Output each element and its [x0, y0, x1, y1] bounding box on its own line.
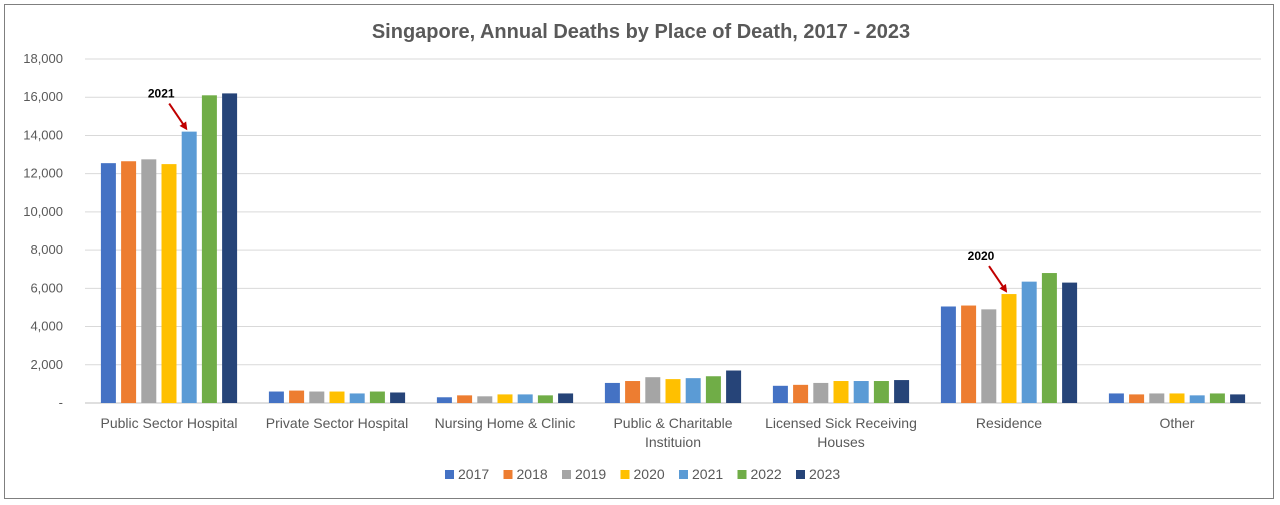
bar — [222, 93, 238, 404]
y-tick-label: 18,000 — [23, 51, 63, 66]
y-tick-label: 16,000 — [23, 89, 63, 104]
bar — [349, 393, 365, 403]
bar — [121, 161, 137, 403]
bar — [1169, 393, 1185, 403]
x-category-label: Public & Charitable — [613, 415, 732, 431]
annotation-arrow — [988, 265, 1008, 293]
bar — [645, 377, 661, 403]
annotation-label: 2021 — [148, 87, 175, 101]
bar — [558, 393, 574, 403]
bar — [161, 164, 177, 403]
bar — [457, 395, 473, 403]
bar — [329, 391, 345, 403]
x-category-label: Other — [1159, 415, 1194, 431]
bar — [1001, 294, 1017, 403]
bar — [289, 390, 305, 403]
legend-swatch — [445, 470, 454, 479]
legend-label: 2019 — [575, 466, 606, 482]
bars — [100, 93, 1246, 404]
bar — [436, 397, 452, 403]
bar — [1041, 273, 1057, 403]
bar — [685, 378, 701, 403]
y-tick-label: 8,000 — [30, 242, 63, 257]
bar — [665, 379, 681, 403]
x-category-label: Residence — [976, 415, 1042, 431]
y-tick-label: - — [59, 395, 63, 410]
x-category-label: Instituion — [645, 434, 701, 450]
bar — [1209, 393, 1225, 403]
bar — [141, 159, 157, 403]
y-tick-label: 12,000 — [23, 166, 63, 181]
bar — [537, 395, 553, 403]
chart-container: Singapore, Annual Deaths by Place of Dea… — [4, 4, 1274, 499]
bar — [981, 309, 997, 403]
x-category-label: Public Sector Hospital — [101, 415, 238, 431]
legend-label: 2018 — [517, 466, 548, 482]
bar — [873, 381, 889, 403]
bar — [181, 131, 197, 403]
bar — [201, 95, 217, 404]
x-category-label: Houses — [817, 434, 864, 450]
y-tick-label: 6,000 — [30, 280, 63, 295]
y-tick-label: 2,000 — [30, 357, 63, 372]
legend-swatch — [737, 470, 747, 479]
gridlines — [85, 58, 1261, 404]
legend-label: 2021 — [692, 466, 723, 482]
legend-swatch — [796, 470, 805, 479]
legend-swatch — [503, 470, 513, 479]
bar — [1129, 394, 1145, 403]
bar — [268, 391, 284, 403]
y-tick-label: 4,000 — [30, 319, 63, 334]
x-category-label: Private Sector Hospital — [266, 415, 408, 431]
bar — [309, 391, 325, 403]
bar — [1021, 281, 1037, 403]
legend-label: 2017 — [458, 466, 489, 482]
bar — [100, 163, 116, 403]
bar — [369, 391, 385, 403]
bar — [813, 382, 829, 403]
legend-swatch — [562, 470, 571, 479]
bar — [1230, 394, 1246, 403]
bar — [1062, 282, 1078, 403]
bar — [833, 381, 849, 403]
annotations: 2021 2020 — [148, 87, 1008, 293]
bar — [497, 394, 513, 403]
legend-swatch — [679, 470, 688, 479]
chart-title: Singapore, Annual Deaths by Place of Dea… — [372, 21, 910, 43]
bar — [1108, 393, 1124, 403]
y-tick-label: 14,000 — [23, 127, 63, 142]
bar — [604, 382, 620, 403]
bar — [726, 370, 742, 403]
bar — [961, 305, 977, 403]
legend-label: 2020 — [634, 466, 665, 482]
bar — [390, 392, 406, 403]
annotation-arrow — [168, 103, 188, 131]
bar — [705, 376, 721, 403]
legend: 2017 2018 2019 2020 2021 2022 2023 — [445, 466, 840, 482]
bar-chart: Singapore, Annual Deaths by Place of Dea… — [23, 21, 1261, 482]
legend-swatch — [620, 470, 630, 479]
bar — [517, 394, 533, 403]
bar — [772, 385, 788, 403]
annotation-label: 2020 — [968, 249, 995, 263]
legend-label: 2023 — [809, 466, 840, 482]
legend-label: 2022 — [751, 466, 782, 482]
y-tick-label: 10,000 — [23, 204, 63, 219]
bar — [477, 396, 493, 403]
bar — [853, 381, 869, 403]
bar — [625, 381, 641, 403]
bar — [940, 306, 956, 403]
x-category-label: Licensed Sick Receiving — [765, 415, 917, 431]
bar — [894, 380, 910, 403]
x-category-label: Nursing Home & Clinic — [435, 415, 576, 431]
bar — [1189, 395, 1205, 403]
bar — [793, 384, 809, 403]
y-axis-ticks: - 2,000 4,000 6,000 8,000 10,000 12,000 14,000 1… — [23, 51, 63, 410]
bar — [1149, 393, 1165, 403]
x-axis-categories: Public Sector Hospital Private Sector Hos… — [101, 415, 1195, 450]
